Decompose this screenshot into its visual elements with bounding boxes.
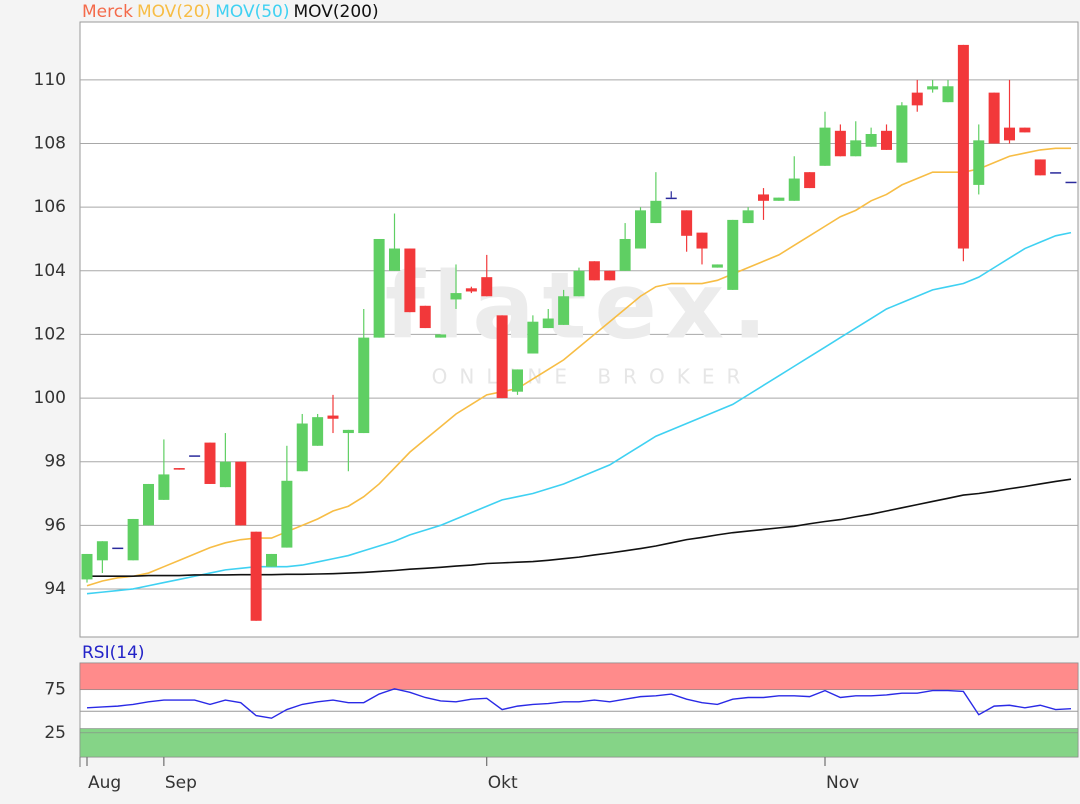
candle-body xyxy=(342,429,354,434)
candle-body xyxy=(635,210,646,249)
candle-body xyxy=(804,172,816,189)
candle-body xyxy=(127,518,139,561)
candle-body xyxy=(558,296,570,325)
candle-body xyxy=(173,468,185,470)
legend-entry: MOV(50) xyxy=(215,2,289,22)
rsi-band xyxy=(79,728,1079,758)
candle-body xyxy=(727,219,739,290)
x-tick-label: Okt xyxy=(488,773,518,793)
candle-body xyxy=(1065,181,1077,184)
candle-body xyxy=(327,415,339,419)
y-tick-label: 96 xyxy=(44,515,66,535)
candle-body xyxy=(219,461,231,488)
main-plot xyxy=(79,21,1079,638)
candle-body xyxy=(312,417,324,446)
candle-body xyxy=(1050,172,1062,174)
candle-body xyxy=(465,288,477,292)
candle-body xyxy=(742,210,754,224)
candle-body xyxy=(957,44,969,249)
candle-body xyxy=(96,541,108,561)
candle-body xyxy=(143,483,154,526)
legend-entry: MOV(20) xyxy=(137,2,211,22)
y-tick-label: 94 xyxy=(44,579,66,599)
candle-body xyxy=(696,232,708,249)
candle-body xyxy=(296,423,308,472)
y-tick-label: 102 xyxy=(34,324,66,344)
candle-body xyxy=(773,197,785,201)
candle-body xyxy=(512,369,523,392)
x-tick-label: Sep xyxy=(165,773,197,793)
y-tick-label: 75 xyxy=(44,680,66,700)
candle-body xyxy=(435,334,447,338)
y-tick-label: 100 xyxy=(34,388,66,408)
candle-body xyxy=(189,455,201,457)
candle-body xyxy=(158,474,170,500)
candle-body xyxy=(927,86,939,90)
candle-body xyxy=(542,318,554,329)
y-tick-label: 104 xyxy=(34,261,66,281)
candle-body xyxy=(250,531,262,621)
candle-body xyxy=(681,210,693,236)
candle-body xyxy=(788,178,800,201)
candle-body xyxy=(1019,127,1031,133)
candle-body xyxy=(758,194,769,201)
candle-body xyxy=(1004,127,1015,141)
candle-body xyxy=(834,130,846,157)
rsi-title: RSI(14) xyxy=(82,643,145,663)
candle-body xyxy=(389,248,400,271)
y-tick-label: 106 xyxy=(34,197,66,217)
x-tick-label: Aug xyxy=(88,773,121,793)
candle-body xyxy=(711,264,723,268)
candle-body xyxy=(881,130,892,150)
y-tick-label: 110 xyxy=(34,70,66,90)
candle-body xyxy=(404,248,416,313)
x-tick-label: Nov xyxy=(826,773,859,793)
candle-body xyxy=(911,92,923,106)
candle-body xyxy=(588,261,600,281)
candle-body xyxy=(204,442,216,484)
candle-body xyxy=(819,127,831,166)
candle-body xyxy=(850,140,862,157)
candle-body xyxy=(235,461,247,526)
candle-body xyxy=(81,553,93,580)
y-tick-label: 25 xyxy=(44,723,66,743)
candle-body xyxy=(358,337,370,434)
candle-body xyxy=(665,197,677,200)
candle-body xyxy=(896,105,908,163)
y-tick-label: 108 xyxy=(34,134,66,154)
candle-body xyxy=(988,92,1000,144)
candle-body xyxy=(573,270,585,297)
candle-body xyxy=(112,547,124,550)
candle-body xyxy=(481,277,493,297)
legend-entry: MOV(200) xyxy=(294,2,379,22)
candle-body xyxy=(942,86,954,103)
rsi-band xyxy=(79,662,1079,691)
candle-body xyxy=(450,293,462,300)
candle-body xyxy=(604,270,616,281)
candle-body xyxy=(266,553,277,567)
candle-body xyxy=(865,133,877,147)
watermark: flatex. xyxy=(385,252,775,359)
candle-body xyxy=(619,238,631,271)
watermark-sub: ONLINE BROKER xyxy=(432,365,753,389)
rsi-line xyxy=(86,688,1072,719)
y-tick-label: 98 xyxy=(44,452,66,472)
legend-entry: Merck xyxy=(82,2,133,22)
candle-body xyxy=(373,238,385,338)
candle-body xyxy=(419,305,431,329)
candle-body xyxy=(973,140,985,185)
candle-body xyxy=(496,315,508,399)
candle-body xyxy=(281,480,293,548)
candle-body xyxy=(1034,159,1046,176)
candle-body xyxy=(527,321,539,354)
candle-body xyxy=(650,200,662,224)
